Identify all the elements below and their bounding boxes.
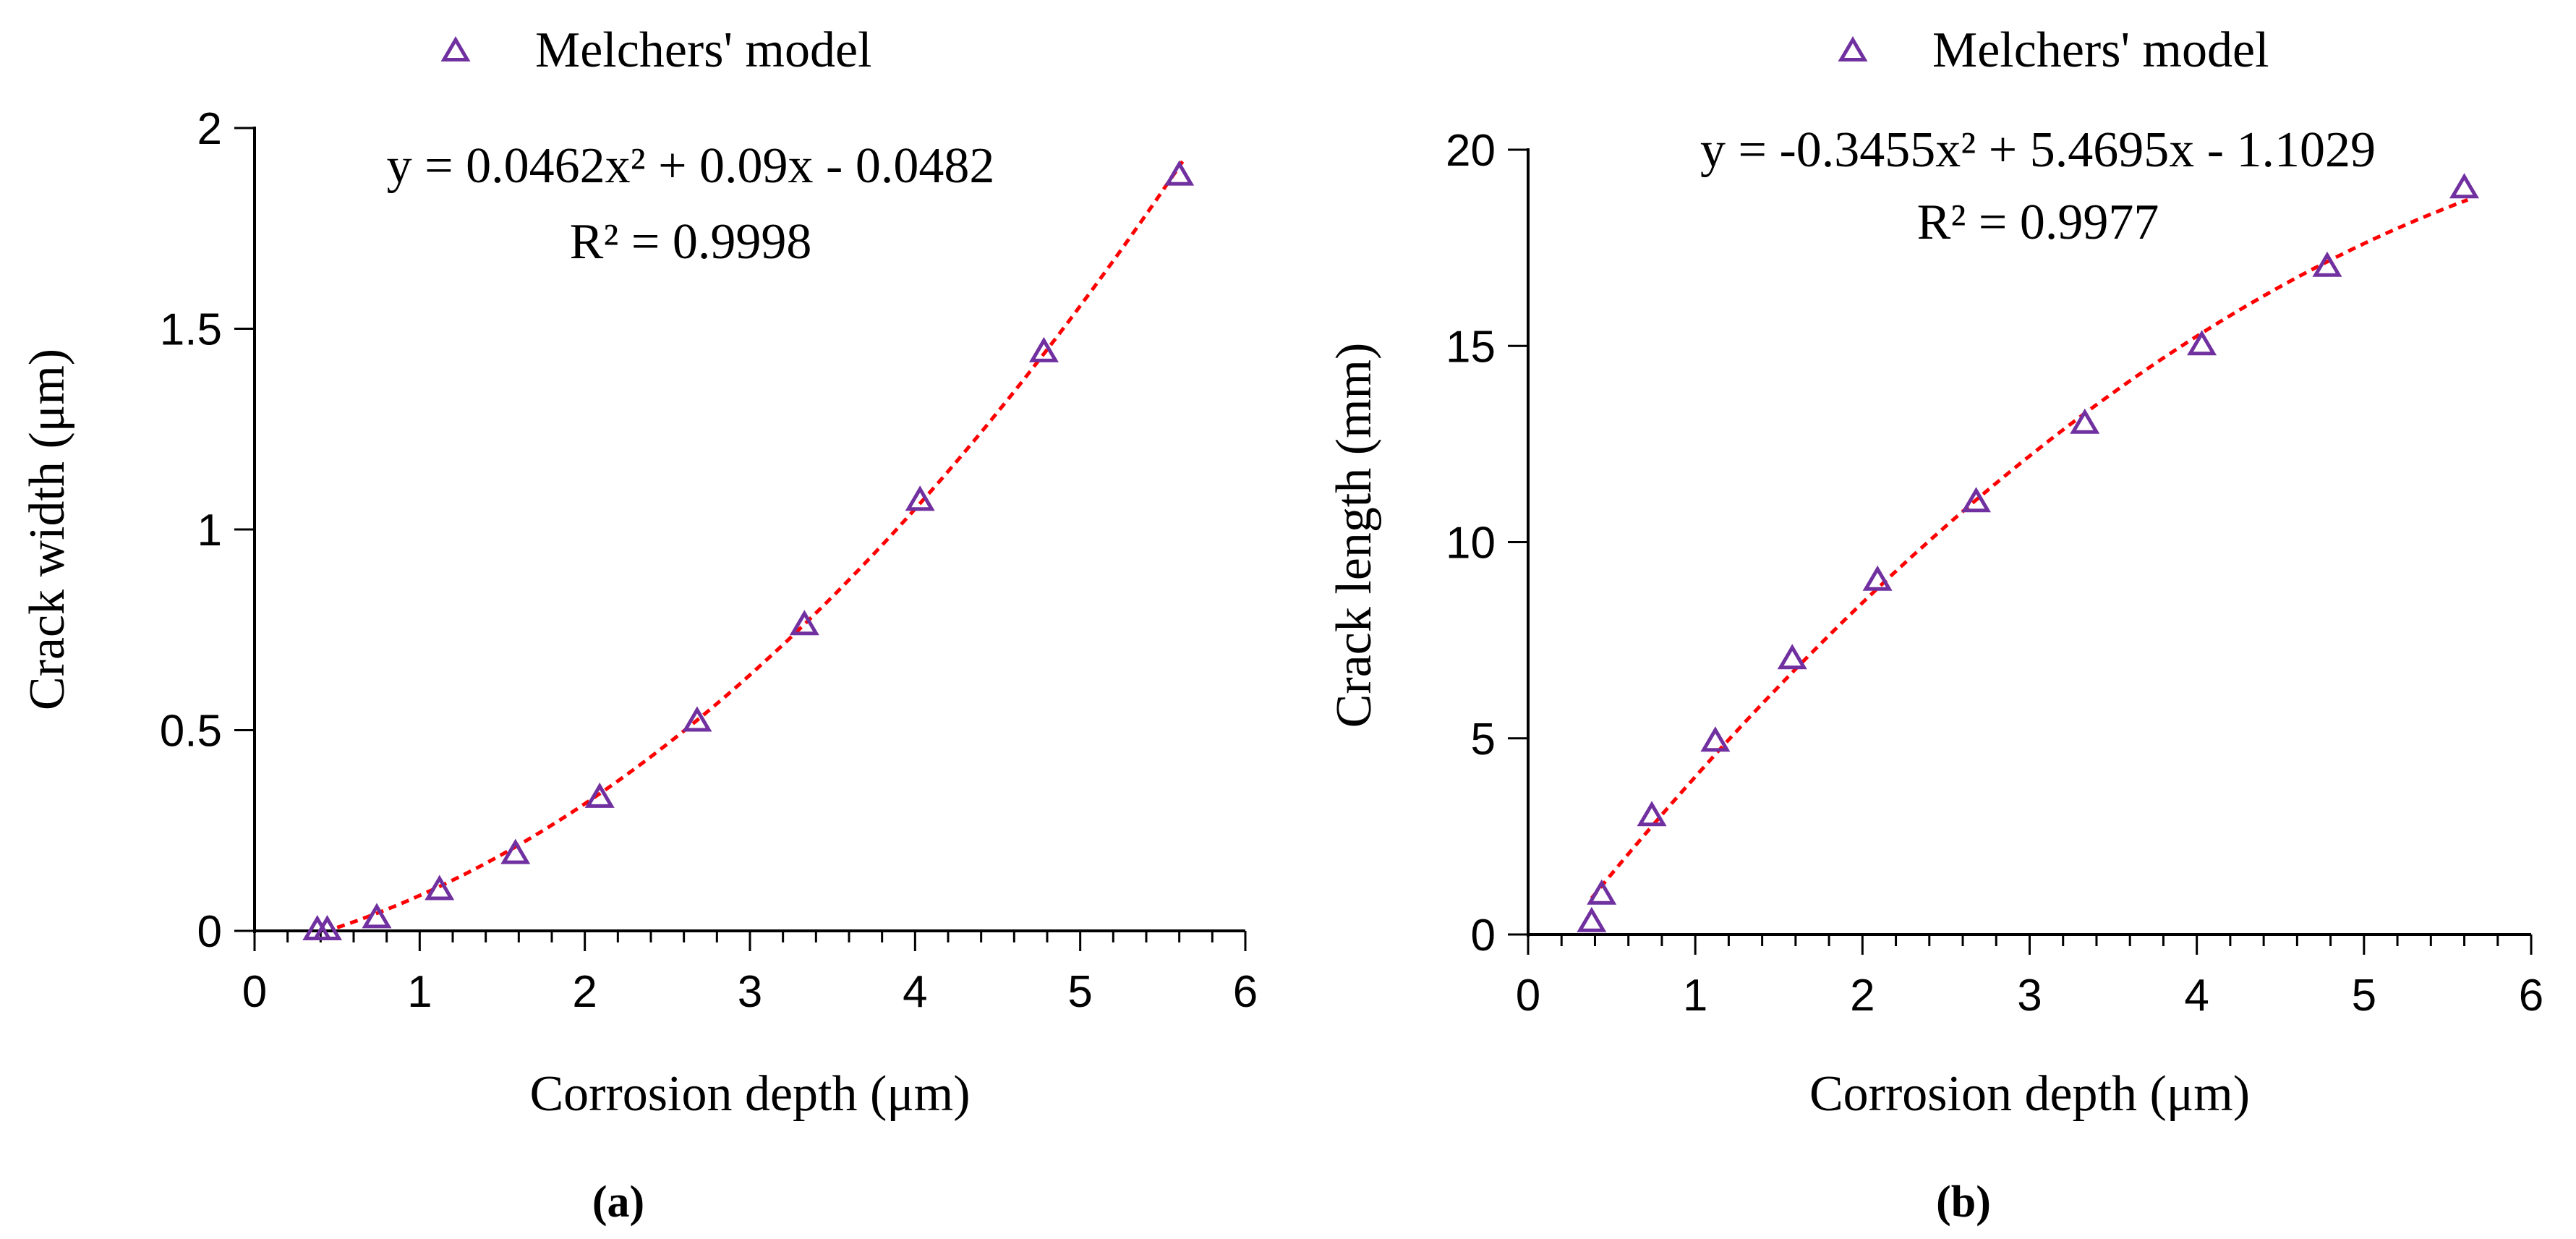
panel-b-trendline-equation: y = -0.3455x² + 5.4695x - 1.1029: [1700, 122, 2376, 178]
panel-a-y-tick-label-0: 0: [197, 907, 222, 957]
panel-b-y-tick-label-0: 0: [1471, 911, 1496, 961]
panel-b-r-squared: R² = 0.9977: [1917, 195, 2159, 250]
panel-b-x-tick-label-3: 3: [2017, 971, 2042, 1021]
panel-a-data-point: [584, 782, 615, 808]
panel-b-data-point: [1777, 644, 1807, 670]
panel-b-label: (b): [1936, 1178, 1991, 1227]
panel-a-legend-label: Melchers' model: [535, 22, 872, 78]
panel-a-y-tick-label-1: 1: [197, 506, 222, 555]
panel-b-x-tick-label-5: 5: [2352, 971, 2376, 1021]
panel-b-data-point: [2070, 408, 2100, 434]
panel-b-y-tick-label-15: 15: [1446, 322, 1496, 372]
panel-a-data-point: [682, 706, 712, 732]
panel-b-x-tick-label-6: 6: [2519, 971, 2543, 1021]
panel-a-chart: 0 1 2 3 4 5 6 0 0.5 1 1.5 2 Corrosion depth (μm) Crac…: [20, 22, 1258, 1122]
panel-b-data-point: [2449, 173, 2480, 199]
panel-b-legend-marker-icon: [1838, 36, 1868, 62]
panel-a-x-tick-label-3: 3: [738, 967, 762, 1017]
panel-a-data-point: [362, 903, 392, 929]
panel-b-chart: 0 1 2 3 4 5 6 0 5 10 15 20 Corrosion depth (μm) Crack…: [1326, 22, 2543, 1122]
panel-a-data-point: [905, 485, 935, 511]
panel-b-y-tick-label-5: 5: [1471, 715, 1496, 765]
panel-a-y-tick-label-0-5: 0.5: [160, 707, 222, 757]
panel-a-y-tick-label-1-5: 1.5: [160, 305, 222, 355]
panel-a-data-point: [425, 874, 455, 900]
panel-a-x-tick-label-4: 4: [903, 967, 927, 1017]
panel-b-x-axis-label: Corrosion depth (μm): [1809, 1066, 2250, 1122]
panel-a-data-point: [1028, 336, 1059, 362]
panel-a-r-squared: R² = 0.9998: [570, 214, 812, 270]
panel-a-data-point: [789, 610, 819, 636]
panel-b-x-tick-label-1: 1: [1683, 971, 1707, 1021]
panel-b-data-point: [2187, 330, 2217, 356]
panel-b-legend-label: Melchers' model: [1932, 22, 2269, 78]
panel-b-data-point: [1587, 879, 1617, 905]
panel-a-data-point: [1164, 160, 1195, 186]
panel-b-y-axis-label: Crack length (mm): [1326, 343, 1382, 728]
panel-a-x-tick-label-0: 0: [242, 967, 267, 1017]
panel-a-data-point: [312, 915, 342, 941]
panel-b-y-tick-label-10: 10: [1446, 519, 1496, 569]
panel-a-y-axis-label: Crack width (μm): [20, 349, 75, 710]
panel-b-data-point: [2312, 251, 2342, 277]
panel-a-x-tick-label-5: 5: [1067, 967, 1092, 1017]
panel-a-x-tick-label-1: 1: [407, 967, 432, 1017]
panel-b-data-point: [1577, 906, 1607, 932]
panel-b-data-point: [1961, 487, 1992, 513]
panel-a-data-point: [500, 838, 531, 864]
panel-b-x-tick-label-4: 4: [2184, 971, 2209, 1021]
panel-a-x-tick-label-2: 2: [572, 967, 597, 1017]
panel-a-x-tick-label-6: 6: [1233, 967, 1258, 1017]
panel-b-data-point: [1862, 565, 1893, 591]
panel-b-y-tick-label-20: 20: [1446, 126, 1496, 176]
panel-a-x-axis-label: Corrosion depth (μm): [529, 1066, 970, 1122]
panel-b-x-tick-label-0: 0: [1516, 971, 1540, 1021]
panel-b-data-point: [1637, 801, 1667, 827]
panel-b-trendline: [1590, 197, 2469, 900]
panel-a-trendline: [336, 160, 1185, 929]
panel-a-label: (a): [592, 1178, 644, 1227]
panel-a-legend-marker-icon: [440, 36, 471, 62]
panel-b-data-point: [1700, 726, 1731, 752]
panel-a-trendline-equation: y = 0.0462x² + 0.09x - 0.0482: [387, 138, 995, 194]
panel-a-y-tick-label-2: 2: [197, 104, 222, 154]
panel-b-x-tick-label-2: 2: [1850, 971, 1875, 1021]
